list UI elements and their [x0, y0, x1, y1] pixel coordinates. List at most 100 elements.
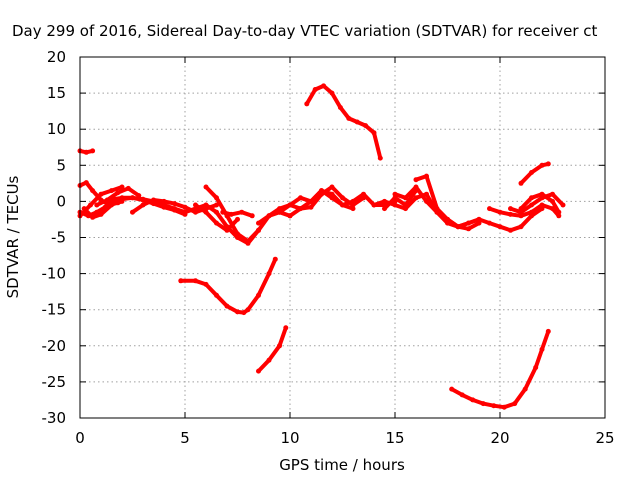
data-point — [550, 191, 555, 197]
data-point — [277, 343, 282, 349]
data-point — [455, 224, 461, 230]
data-point — [161, 198, 167, 204]
chart-title: Day 299 of 2016, Sidereal Day-to-day VTE… — [12, 22, 598, 40]
data-point — [371, 202, 377, 208]
data-point — [518, 213, 524, 219]
data-point — [508, 227, 513, 233]
series-line-arc-17 — [304, 83, 383, 161]
data-point — [256, 368, 261, 374]
data-point — [241, 310, 247, 316]
data-point — [466, 220, 471, 226]
data-point — [140, 197, 146, 203]
y-tick-label: 15 — [47, 84, 66, 102]
data-point — [403, 195, 408, 201]
data-point — [497, 224, 503, 230]
data-point — [539, 346, 545, 352]
data-point — [363, 123, 369, 129]
data-point — [403, 206, 408, 212]
data-point — [203, 202, 209, 208]
data-point — [304, 101, 310, 107]
data-point — [529, 209, 534, 215]
x-tick-label: 5 — [180, 429, 190, 447]
data-point — [266, 271, 272, 277]
data-point — [266, 357, 272, 363]
data-point — [98, 211, 104, 217]
axis-ticks: 0 5 10 15 20 25 -30 -25 -20 -15 -10 -5 0 5 10 15 20 — [42, 48, 615, 447]
data-point — [287, 202, 293, 208]
data-point — [182, 209, 188, 215]
data-point — [529, 195, 534, 201]
data-point — [550, 198, 555, 204]
data-point — [193, 278, 198, 284]
y-tick-label: -10 — [42, 265, 67, 283]
data-point — [94, 202, 100, 208]
data-point — [239, 209, 245, 215]
y-tick-label: -5 — [51, 229, 66, 247]
data-point — [560, 202, 566, 208]
data-point — [321, 83, 327, 89]
data-point — [508, 206, 513, 212]
data-point — [529, 202, 534, 208]
data-point — [298, 195, 303, 201]
y-tick-label: -15 — [42, 301, 67, 319]
y-axis-label: SDTVAR / TECUs — [4, 175, 22, 298]
data-point — [277, 209, 282, 215]
data-point — [214, 195, 219, 201]
data-point — [193, 202, 198, 208]
data-point — [329, 90, 335, 96]
x-tick-label: 15 — [385, 429, 404, 447]
data-point — [329, 191, 335, 197]
data-point — [249, 213, 255, 219]
data-point — [203, 184, 209, 190]
data-point — [245, 307, 251, 313]
data-point — [272, 256, 278, 262]
data-point — [556, 213, 562, 219]
data-point — [413, 177, 419, 183]
data-point — [491, 403, 497, 409]
data-point — [449, 386, 455, 392]
data-point — [382, 206, 387, 212]
y-tick-label: -20 — [42, 337, 67, 355]
data-point — [529, 170, 534, 175]
data-point — [283, 325, 289, 331]
data-point — [518, 206, 524, 212]
data-point — [476, 216, 482, 222]
data-point — [518, 224, 524, 230]
data-point — [470, 397, 476, 403]
data-point — [361, 195, 366, 201]
data-point — [203, 209, 209, 215]
data-point — [214, 220, 219, 226]
data-point — [556, 209, 562, 215]
data-point — [533, 365, 539, 370]
data-point — [98, 191, 104, 197]
series-line-arc-13 — [256, 325, 288, 374]
data-point — [413, 188, 419, 194]
x-tick-label: 0 — [75, 429, 85, 447]
data-point — [115, 190, 121, 196]
data-point — [522, 386, 528, 392]
data-point — [377, 155, 383, 161]
data-point — [350, 206, 356, 212]
data-point — [445, 216, 450, 222]
data-point — [312, 87, 318, 92]
data-point — [172, 207, 177, 213]
data-point — [220, 209, 226, 215]
y-tick-label: 0 — [56, 192, 66, 210]
data-point — [228, 211, 234, 217]
y-tick-label: 10 — [47, 120, 66, 138]
data-point — [487, 220, 492, 226]
data-point — [256, 227, 261, 233]
data-point — [224, 227, 230, 233]
data-point — [329, 184, 335, 190]
data-point — [88, 202, 93, 208]
data-point — [287, 213, 293, 219]
data-point — [266, 213, 272, 219]
data-point — [130, 209, 135, 215]
x-tick-label: 25 — [595, 429, 614, 447]
data-point — [346, 115, 352, 121]
data-point — [224, 303, 230, 309]
data-point — [487, 206, 492, 212]
data-point — [140, 202, 146, 208]
series-line-arc-24 — [519, 161, 551, 186]
data-point — [480, 401, 486, 407]
